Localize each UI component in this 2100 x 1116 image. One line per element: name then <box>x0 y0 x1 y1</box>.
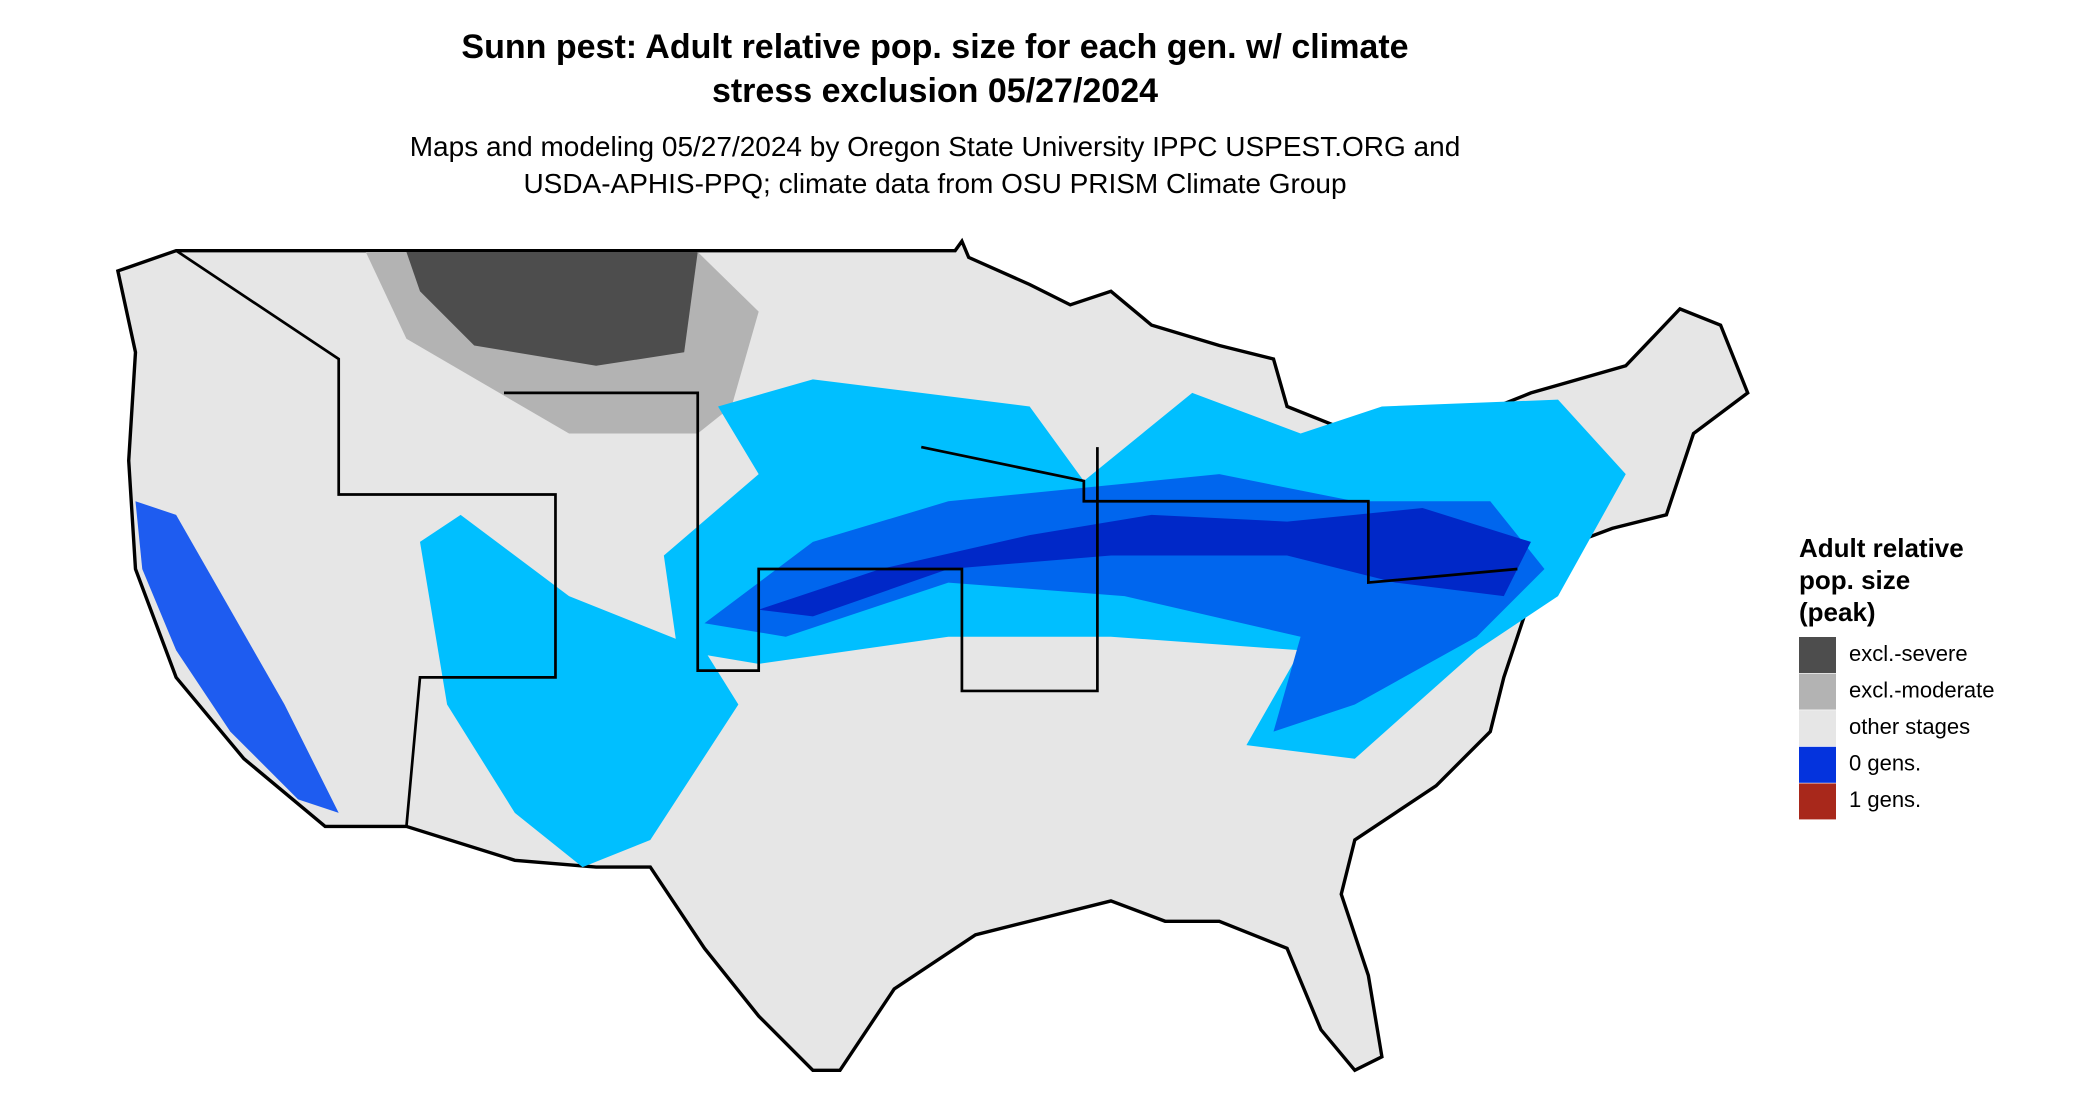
title: stress exclusion 05/27/2024 <box>712 72 1158 110</box>
title: Sunn pest: Adult relative pop. size for … <box>461 28 1408 66</box>
legend-title: (peak) <box>1799 597 1876 627</box>
legend-swatch <box>1799 746 1836 783</box>
legend-title: pop. size <box>1799 565 1910 595</box>
california-blue-region <box>135 501 339 813</box>
legend-swatch <box>1799 783 1836 820</box>
legend-label: other stages <box>1849 714 1970 739</box>
us-outline <box>115 237 1750 1073</box>
legend-label: excl.-severe <box>1849 641 1968 666</box>
legend-title: Adult relative <box>1799 533 1964 563</box>
legend-swatch <box>1799 637 1836 673</box>
state-lines <box>175 249 557 827</box>
legend-swatch <box>1799 673 1836 710</box>
southwest-blue-region <box>419 514 739 868</box>
subtitle: Maps and modeling 05/27/2024 by Oregon S… <box>410 131 1461 162</box>
excl-severe-region <box>406 251 698 366</box>
subtitle: USDA-APHIS-PPQ; climate data from OSU PR… <box>523 168 1346 199</box>
legend-swatch <box>1799 710 1836 747</box>
legend-label: 1 gens. <box>1849 787 1921 812</box>
legend-label: 0 gens. <box>1849 751 1921 776</box>
legend-label: excl.-moderate <box>1849 677 1995 702</box>
state-lines <box>920 445 1518 585</box>
dark-blue-region <box>758 508 1531 617</box>
state-lines <box>503 391 1099 693</box>
map <box>115 237 1750 1073</box>
